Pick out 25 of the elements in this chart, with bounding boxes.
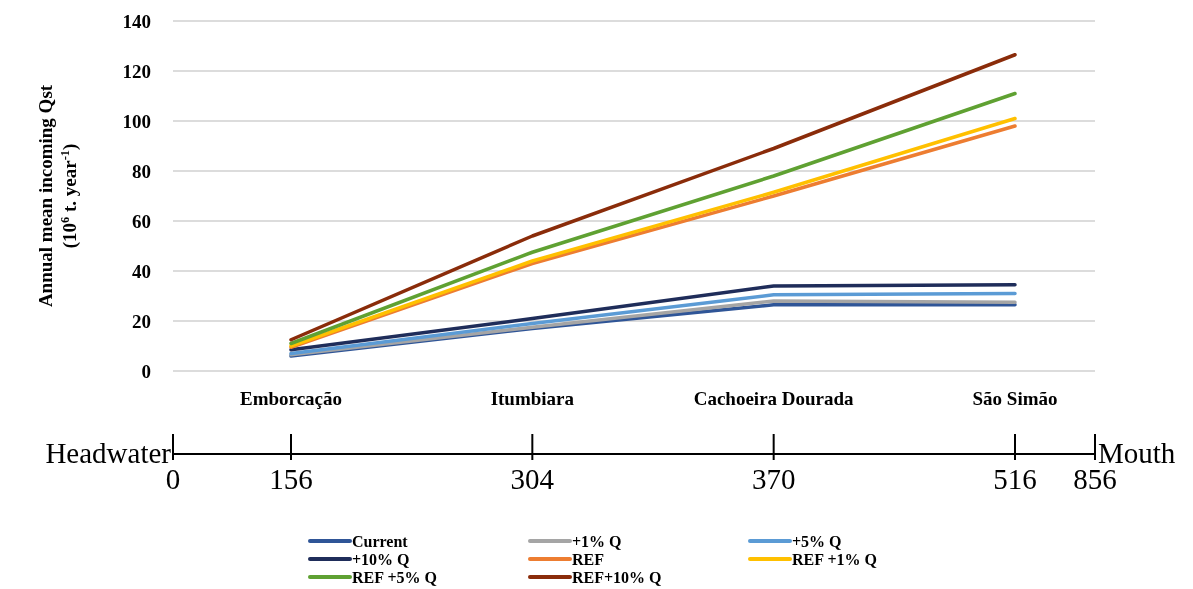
y-tick-label: 20 <box>132 310 151 332</box>
y-tick-label: 60 <box>132 210 151 232</box>
legend-label: REF <box>572 550 605 568</box>
y-tick-label: 40 <box>132 260 151 282</box>
y-tick-label: 0 <box>141 360 151 382</box>
legend-label: +1% Q <box>572 532 622 550</box>
y-tick-label: 80 <box>132 160 151 182</box>
x-tick-label: São Simão <box>972 388 1058 409</box>
text: 370 <box>751 463 796 495</box>
x-tick-label: Emborcação <box>239 388 343 409</box>
legend-label: +10% Q <box>352 550 410 568</box>
x-tick-label: Cachoeira Dourada <box>693 388 855 409</box>
text: 304 <box>510 463 555 495</box>
legend-label: Current <box>352 532 409 550</box>
line-series <box>289 283 1017 352</box>
y-tick-label: 140 <box>122 10 151 32</box>
legend-label: +5% Q <box>792 532 842 550</box>
x-tick-label: Itumbiara <box>490 388 575 409</box>
legend-label: REF +1% Q <box>792 550 877 568</box>
text: 516 <box>993 463 1037 495</box>
legend-label: REF +5% Q <box>352 568 437 586</box>
legend-label: REF+10% Q <box>572 568 662 586</box>
y-tick-label: 100 <box>122 110 151 132</box>
text: 156 <box>269 463 313 495</box>
y-tick-label: 120 <box>122 60 151 82</box>
